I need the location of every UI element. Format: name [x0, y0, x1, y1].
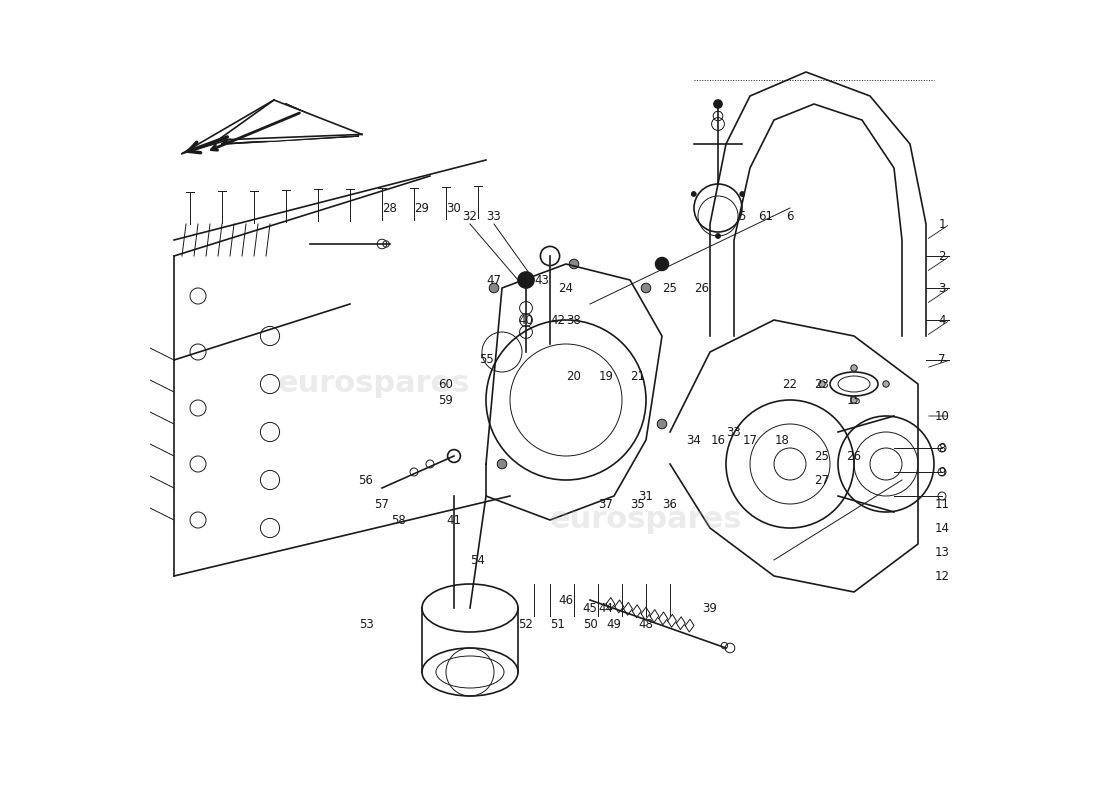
- Circle shape: [569, 259, 579, 269]
- Text: 26: 26: [694, 282, 710, 294]
- Text: 6: 6: [786, 210, 794, 222]
- Text: 30: 30: [447, 202, 461, 214]
- Text: 29: 29: [415, 202, 429, 214]
- Text: 55: 55: [478, 354, 494, 366]
- Text: 54: 54: [471, 554, 485, 566]
- Text: 48: 48: [639, 618, 653, 630]
- Text: 50: 50: [583, 618, 597, 630]
- Text: 8: 8: [938, 442, 946, 454]
- Polygon shape: [218, 100, 358, 140]
- Text: 9: 9: [938, 466, 946, 478]
- Circle shape: [641, 283, 651, 293]
- Text: 37: 37: [598, 498, 614, 510]
- Text: 7: 7: [938, 354, 946, 366]
- Text: 60: 60: [439, 378, 453, 390]
- Circle shape: [518, 272, 534, 288]
- Text: 31: 31: [639, 490, 653, 502]
- Text: 57: 57: [375, 498, 389, 510]
- Text: 32: 32: [463, 210, 477, 222]
- Text: 49: 49: [606, 618, 621, 630]
- Text: 14: 14: [935, 522, 949, 534]
- Circle shape: [692, 192, 696, 197]
- Text: eurospares: eurospares: [277, 370, 471, 398]
- Circle shape: [490, 283, 498, 293]
- Circle shape: [883, 381, 889, 387]
- Text: 10: 10: [935, 410, 949, 422]
- Text: 39: 39: [703, 602, 717, 614]
- Circle shape: [656, 258, 669, 270]
- Text: 20: 20: [566, 370, 582, 382]
- Text: 18: 18: [774, 434, 790, 446]
- Text: 11: 11: [935, 498, 949, 510]
- Text: 22: 22: [782, 378, 797, 390]
- Text: 46: 46: [559, 594, 573, 606]
- Circle shape: [497, 459, 507, 469]
- Text: 61: 61: [759, 210, 773, 222]
- Text: 27: 27: [814, 474, 829, 486]
- Circle shape: [818, 381, 825, 387]
- Text: 59: 59: [439, 394, 453, 406]
- Text: 38: 38: [566, 314, 582, 326]
- Circle shape: [850, 365, 857, 371]
- Text: 33: 33: [486, 210, 502, 222]
- Circle shape: [850, 397, 857, 403]
- Text: 19: 19: [598, 370, 614, 382]
- Text: 26: 26: [847, 450, 861, 462]
- Text: 33: 33: [727, 426, 741, 438]
- Text: eurospares: eurospares: [550, 506, 742, 534]
- Text: 13: 13: [935, 546, 949, 558]
- Text: 35: 35: [630, 498, 646, 510]
- Text: 47: 47: [486, 274, 502, 286]
- Text: 44: 44: [598, 602, 614, 614]
- Text: 4: 4: [938, 314, 946, 326]
- Text: 52: 52: [518, 618, 534, 630]
- Text: 56: 56: [359, 474, 373, 486]
- Circle shape: [740, 192, 745, 197]
- Text: 5: 5: [738, 210, 746, 222]
- Text: 23: 23: [815, 378, 829, 390]
- Text: 36: 36: [662, 498, 678, 510]
- Text: 21: 21: [630, 370, 646, 382]
- Text: 58: 58: [390, 514, 406, 526]
- Text: 53: 53: [359, 618, 373, 630]
- Text: 51: 51: [551, 618, 565, 630]
- Text: 25: 25: [662, 282, 678, 294]
- Text: 15: 15: [847, 394, 861, 406]
- Text: 3: 3: [938, 282, 946, 294]
- Circle shape: [716, 234, 720, 238]
- Text: 1: 1: [938, 218, 946, 230]
- Text: 34: 34: [686, 434, 702, 446]
- Text: 40: 40: [518, 314, 534, 326]
- Text: 25: 25: [815, 450, 829, 462]
- Text: 24: 24: [559, 282, 573, 294]
- Text: 28: 28: [383, 202, 397, 214]
- Circle shape: [657, 419, 667, 429]
- Circle shape: [714, 100, 722, 108]
- Text: 2: 2: [938, 250, 946, 262]
- Text: 42: 42: [550, 314, 565, 326]
- Text: 43: 43: [535, 274, 549, 286]
- Text: 12: 12: [935, 570, 949, 582]
- Text: 16: 16: [711, 434, 726, 446]
- Text: 17: 17: [742, 434, 758, 446]
- Text: 41: 41: [447, 514, 462, 526]
- Text: 45: 45: [583, 602, 597, 614]
